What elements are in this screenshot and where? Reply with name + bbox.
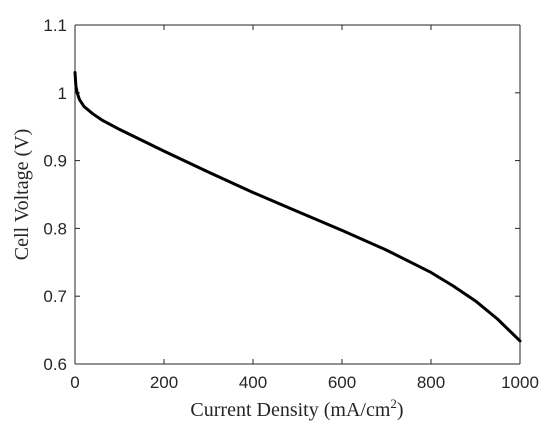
series-line — [73, 70, 522, 343]
x-tick-label: 800 — [417, 373, 445, 392]
x-axis-label-suffix: ) — [397, 399, 404, 421]
ticks: 0 200 400 600 800 1000 0.6 0.7 0.8 0.9 1 1.1 — [43, 16, 539, 392]
y-tick-label: 0.8 — [43, 219, 67, 238]
x-axis-label-main: Current Density (mA/cm — [190, 399, 390, 421]
y-tick-label: 0.9 — [43, 152, 67, 171]
y-axis-label: Cell Voltage (V) — [11, 129, 33, 260]
y-tick-label: 0.6 — [43, 355, 67, 374]
x-tick-label: 1000 — [501, 373, 539, 392]
y-tick-label: 1 — [58, 84, 67, 103]
plot-area — [74, 24, 521, 365]
series-layer — [73, 70, 522, 343]
x-tick-label: 200 — [150, 373, 178, 392]
x-axis-label: Current Density (mA/cm2) — [190, 396, 403, 421]
x-tick-label: 0 — [70, 373, 79, 392]
x-tick-label: 600 — [328, 373, 356, 392]
y-tick-label: 0.7 — [43, 287, 67, 306]
x-tick-label: 400 — [239, 373, 267, 392]
y-tick-label: 1.1 — [43, 16, 67, 35]
x-axis-label-superscript: 2 — [390, 396, 397, 411]
